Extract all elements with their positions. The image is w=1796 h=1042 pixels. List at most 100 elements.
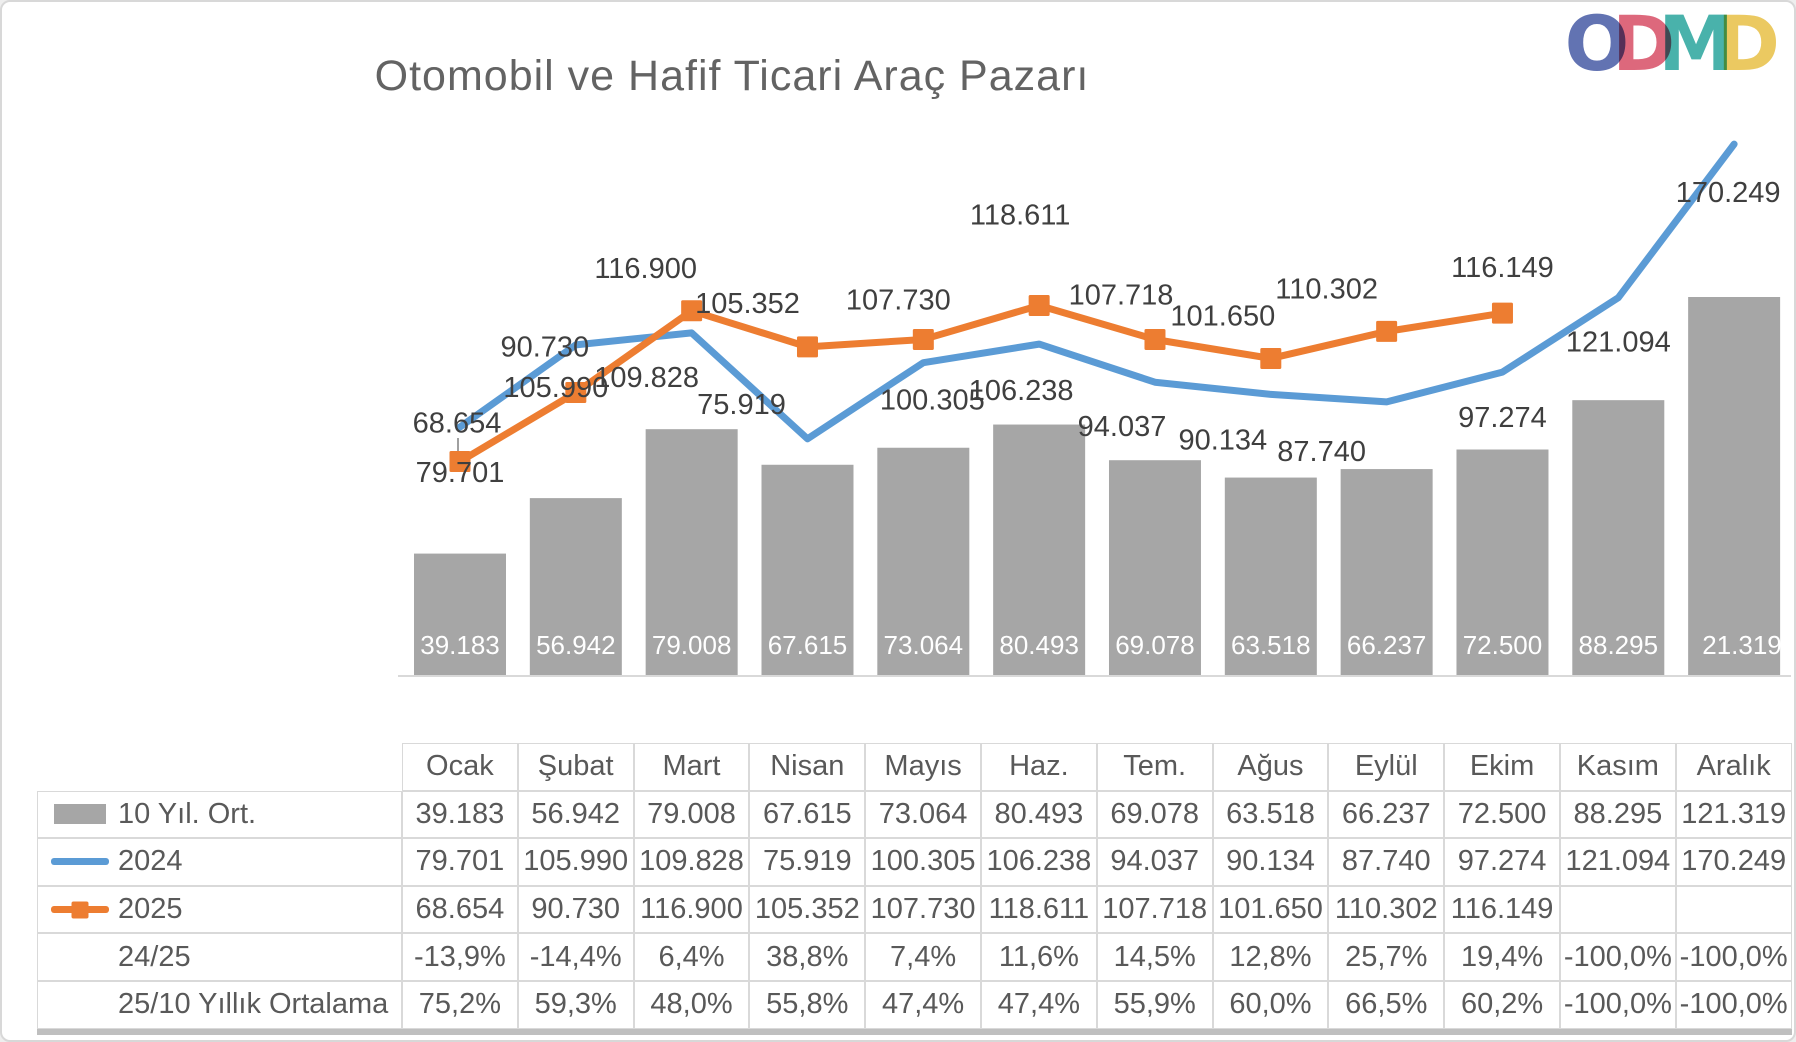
month-header-1: Şubat xyxy=(517,743,634,791)
logo-letter-1: D xyxy=(1612,0,1676,88)
value-cell-r1-c0: 79.701 xyxy=(402,838,518,886)
bar-Mayıs xyxy=(877,447,970,675)
value-cell-r0-c1: 56.942 xyxy=(517,790,634,839)
bar-label-Aralık: 21.319 xyxy=(1702,630,1782,660)
month-header-11: Aralık xyxy=(1675,743,1792,791)
value-cell-r3-c2: 6,4% xyxy=(633,933,750,981)
month-header-4: Mayıs xyxy=(865,743,981,791)
row-label-2: 2025 xyxy=(37,885,402,934)
series-2025-label-Ocak: 68.654 xyxy=(413,408,502,440)
value-cell-r3-c11: -100,0% xyxy=(1675,933,1792,981)
value-cell-r3-c9: 19,4% xyxy=(1444,933,1560,981)
value-cell-r4-c2: 48,0% xyxy=(633,980,750,1029)
value-cell-r0-c9: 72.500 xyxy=(1444,790,1560,839)
bar-Ağus xyxy=(1224,477,1317,675)
bar-Kasım xyxy=(1572,400,1665,675)
row-label-text: 2025 xyxy=(118,893,183,926)
bar-label-Haz.: 80.493 xyxy=(999,630,1079,660)
value-cell-r2-c6: 107.718 xyxy=(1096,885,1213,934)
value-cell-r2-c10 xyxy=(1559,885,1676,934)
bar-Eylül xyxy=(1340,469,1433,675)
series-2025-label-Tem.: 107.718 xyxy=(1069,279,1174,311)
value-cell-r3-c5: 11,6% xyxy=(980,933,1097,981)
series-2025-label-Haz.: 118.611 xyxy=(970,199,1071,231)
value-cell-r1-c7: 90.134 xyxy=(1212,838,1329,886)
marker-2025-Eylül xyxy=(1376,320,1398,342)
value-cell-r3-c6: 14,5% xyxy=(1096,933,1213,981)
value-cell-r1-c3: 75.919 xyxy=(749,838,866,886)
month-header-5: Haz. xyxy=(980,743,1097,791)
value-cell-r1-c4: 100.305 xyxy=(865,838,981,886)
value-cell-r0-c10: 88.295 xyxy=(1559,790,1676,839)
bar-Mart xyxy=(645,429,738,675)
series-2025-label-Mart: 116.900 xyxy=(594,253,697,285)
value-cell-r4-c0: 75,2% xyxy=(402,980,518,1029)
month-header-0: Ocak xyxy=(402,743,518,791)
row-label-0: 10 Yıl. Ort. xyxy=(37,790,402,839)
month-header-2: Mart xyxy=(633,743,750,791)
value-cell-r0-c4: 73.064 xyxy=(865,790,981,839)
series-2024-label-Mayıs: 100.305 xyxy=(880,385,985,417)
row-label-1: 2024 xyxy=(37,838,402,886)
bar-Ekim xyxy=(1456,449,1549,675)
marker-2025-Ağus xyxy=(1260,347,1282,369)
value-cell-r2-c3: 105.352 xyxy=(749,885,866,934)
logo-letter-2: M xyxy=(1658,0,1734,88)
bar-label-Tem.: 69.078 xyxy=(1115,630,1195,660)
table-bottom-border xyxy=(37,1029,1792,1035)
bar-label-Ekim: 72.500 xyxy=(1463,630,1543,660)
month-header-9: Ekim xyxy=(1444,743,1560,791)
row-label-text: 2024 xyxy=(118,845,183,878)
value-cell-r3-c10: -100,0% xyxy=(1559,933,1676,981)
value-cell-r2-c8: 110.302 xyxy=(1328,885,1445,934)
value-cell-r1-c6: 94.037 xyxy=(1096,838,1213,886)
bar-label-Kasım: 88.295 xyxy=(1579,630,1659,660)
month-header-7: Ağus xyxy=(1212,743,1329,791)
value-cell-r3-c1: -14,4% xyxy=(517,933,634,981)
line-2025 xyxy=(456,301,1506,466)
value-cell-r2-c1: 90.730 xyxy=(517,885,634,934)
marker-2025-Mayıs xyxy=(912,328,934,350)
value-cell-r0-c2: 79.008 xyxy=(633,790,750,839)
series-2025-label-Ağus: 101.650 xyxy=(1170,300,1275,332)
value-cell-r1-c2: 109.828 xyxy=(633,838,750,886)
series-2024-label-Ekim: 97.274 xyxy=(1458,402,1547,434)
value-cell-r2-c2: 116.900 xyxy=(633,885,750,934)
legend-bar-swatch xyxy=(54,804,106,825)
month-header-6: Tem. xyxy=(1096,743,1213,791)
bar-Nisan xyxy=(761,464,854,675)
bar-label-Mayıs: 73.064 xyxy=(884,630,964,660)
value-cell-r3-c3: 38,8% xyxy=(749,933,866,981)
bar-label-Mart: 79.008 xyxy=(652,630,732,660)
series-2025-label-Eylül: 110.302 xyxy=(1275,273,1378,305)
marker-2025-Tem. xyxy=(1144,328,1166,350)
combo-chart: 39.183 56.942 79.008 67.615 73.064 80.493 69.0… xyxy=(398,140,1791,677)
series-2024-label-Nisan: 75.919 xyxy=(697,389,786,421)
legend-2024-line xyxy=(51,858,109,866)
value-cell-r1-c10: 121.094 xyxy=(1559,838,1676,886)
value-cell-r4-c8: 66,5% xyxy=(1328,980,1445,1029)
value-cell-r3-c8: 25,7% xyxy=(1328,933,1445,981)
value-cell-r4-c4: 47,4% xyxy=(865,980,981,1029)
bar-Aralık xyxy=(1688,296,1781,675)
value-cell-r4-c9: 60,2% xyxy=(1444,980,1560,1029)
value-cell-r1-c1: 105.990 xyxy=(517,838,634,886)
value-cell-r1-c5: 106.238 xyxy=(980,838,1097,886)
marker-2025-Ekim xyxy=(1491,302,1513,324)
value-cell-r4-c5: 47,4% xyxy=(980,980,1097,1029)
bar-Ocak xyxy=(414,553,506,675)
marker-2025-Ocak xyxy=(449,451,471,473)
value-cell-r0-c3: 67.615 xyxy=(749,790,866,839)
bar-label-Nisan: 67.615 xyxy=(768,630,848,660)
value-cell-r2-c5: 118.611 xyxy=(980,885,1097,934)
value-cell-r3-c0: -13,9% xyxy=(402,933,518,981)
marker-2025-Şubat xyxy=(565,382,587,404)
bar-label-Eylül: 66.237 xyxy=(1347,630,1427,660)
value-cell-r0-c8: 66.237 xyxy=(1328,790,1445,839)
value-cell-r1-c11: 170.249 xyxy=(1675,838,1792,886)
row-label-3: 24/25 xyxy=(37,933,402,981)
value-cell-r3-c7: 12,8% xyxy=(1212,933,1329,981)
value-cell-r1-c8: 87.740 xyxy=(1328,838,1445,886)
series-2024-label-Ocak: 79.701 xyxy=(416,457,505,489)
